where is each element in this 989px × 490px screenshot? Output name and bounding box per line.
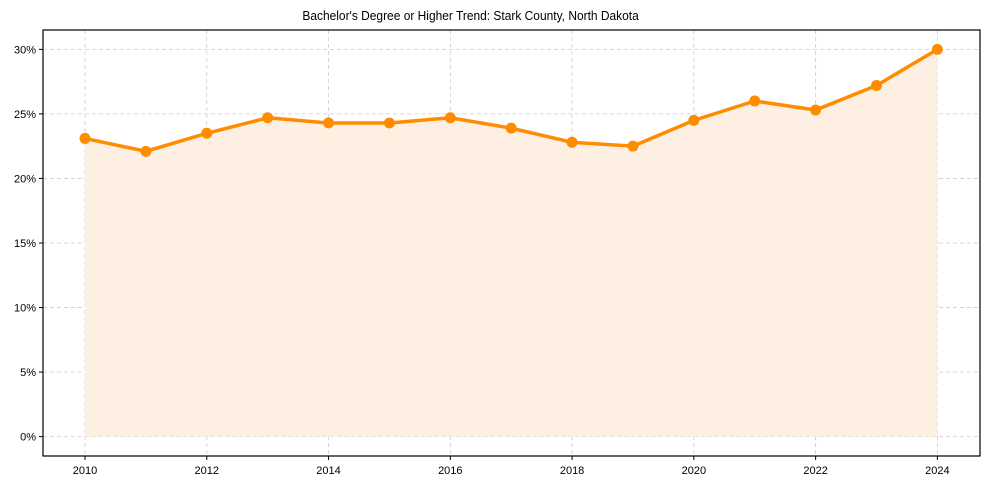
x-tick-label: 2020 [682, 465, 706, 477]
data-point-marker [201, 127, 213, 139]
data-point-marker [931, 43, 943, 55]
data-point-marker [688, 114, 700, 126]
data-point-marker [79, 132, 91, 144]
data-point-marker [627, 140, 639, 152]
chart-title: Bachelor's Degree or Higher Trend: Stark… [302, 8, 639, 23]
data-point-marker [262, 112, 274, 124]
y-tick-label: 20% [14, 173, 36, 185]
area-fill [85, 49, 938, 437]
x-tick-label: 2012 [195, 465, 219, 477]
y-tick-label: 0% [20, 432, 36, 444]
x-tick-label: 2014 [316, 465, 340, 477]
data-point-marker [810, 104, 822, 116]
x-tick-label: 2010 [73, 465, 97, 477]
y-tick-label: 30% [14, 44, 36, 56]
data-point-marker [749, 95, 761, 107]
y-tick-label: 5% [20, 367, 36, 379]
y-axis: 0% 5% 10% 15% 20% 25% 30% [14, 44, 43, 444]
data-point-marker [870, 80, 882, 92]
data-point-marker [505, 122, 517, 134]
data-point-marker [444, 112, 456, 124]
data-point-marker [140, 145, 152, 157]
data-markers [79, 43, 943, 157]
x-axis: 2010 2012 2014 2016 2018 2020 2022 2024 [73, 456, 950, 477]
y-tick-label: 10% [14, 303, 36, 315]
x-tick-label: 2024 [925, 465, 949, 477]
data-point-marker [323, 117, 335, 129]
x-tick-label: 2022 [803, 465, 827, 477]
y-tick-label: 25% [14, 109, 36, 121]
data-point-marker [566, 136, 578, 148]
x-tick-label: 2018 [560, 465, 584, 477]
y-tick-label: 15% [14, 238, 36, 250]
data-point-marker [383, 117, 395, 129]
x-tick-label: 2016 [438, 465, 462, 477]
